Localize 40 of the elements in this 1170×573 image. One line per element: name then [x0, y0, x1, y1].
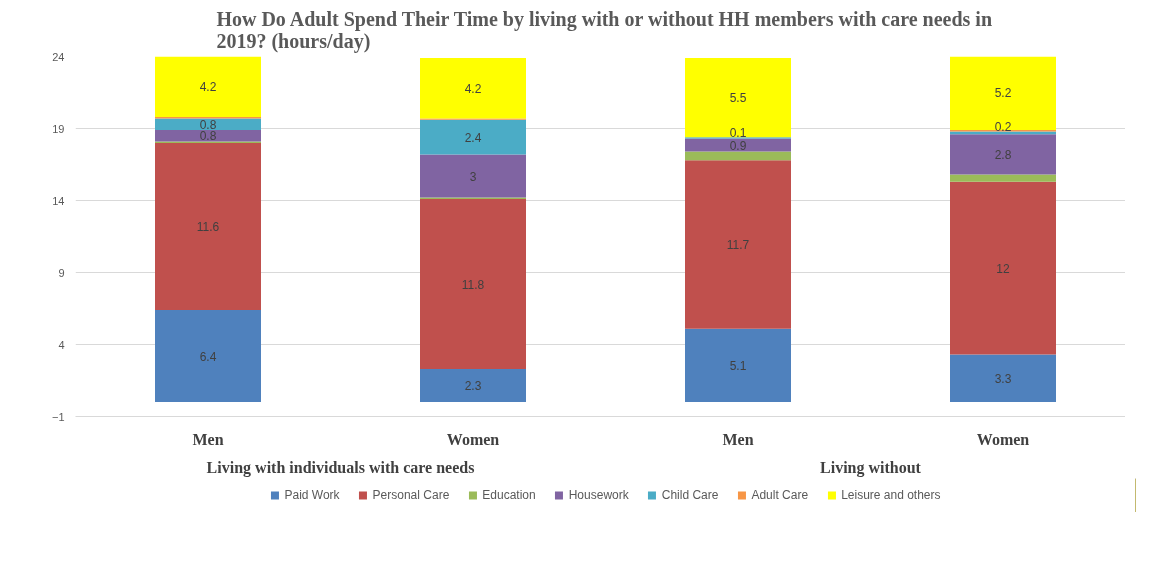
x-tick-label: Women: [976, 430, 1030, 448]
x-tick-label: Men: [192, 430, 224, 448]
y-tick-label: 14: [52, 194, 65, 207]
data-label: 2.3: [464, 379, 482, 394]
data-label: 11.6: [196, 219, 220, 234]
legend-label: Education: [482, 488, 536, 502]
data-label: 4.2: [464, 81, 482, 96]
chart-title: How Do Adult Spend Their Time by living with or without HH members with care needs in 2019? (hours/day): [216, 7, 993, 53]
data-label: 3: [469, 169, 477, 184]
y-tick-label: 24: [52, 50, 65, 63]
data-label: 11.7: [726, 237, 750, 252]
x-tick-label: Women: [446, 430, 500, 448]
legend-label: Paid Work: [284, 488, 340, 502]
data-label: 0.2: [994, 120, 1012, 135]
y-tick-label: 9: [58, 266, 65, 279]
data-label: 3.3: [994, 371, 1012, 386]
data-label: 5.5: [729, 91, 747, 106]
legend-label: Leisure and others: [841, 488, 941, 502]
text: Living with individuals with care needs: [206, 458, 475, 477]
data-label: 11.8: [461, 277, 485, 292]
data-label: 0.8: [199, 129, 217, 144]
legend-label: Child Care: [661, 488, 719, 502]
data-label: 5.1: [729, 358, 747, 373]
data-label: 0.1: [729, 126, 747, 141]
data-label: 0.8: [199, 117, 217, 132]
text: Living without: [820, 458, 922, 477]
data-label: 2.4: [464, 130, 482, 145]
data-label: 12: [996, 261, 1010, 276]
data-label: 5.2: [994, 86, 1012, 100]
y-tick-label: −1: [51, 410, 65, 423]
legend-label: Adult Care: [751, 488, 809, 502]
legend-label: Personal Care: [372, 488, 450, 502]
y-tick-label: 19: [52, 122, 65, 135]
data-label: 0.9: [729, 138, 747, 153]
y-tick-label: 4: [58, 338, 65, 351]
data-label: 6.4: [199, 349, 217, 364]
x-tick-label: Men: [722, 430, 754, 448]
data-label: 4.2: [199, 80, 217, 95]
legend-label: Housework: [568, 488, 629, 502]
data-label: 2.8: [994, 147, 1012, 162]
